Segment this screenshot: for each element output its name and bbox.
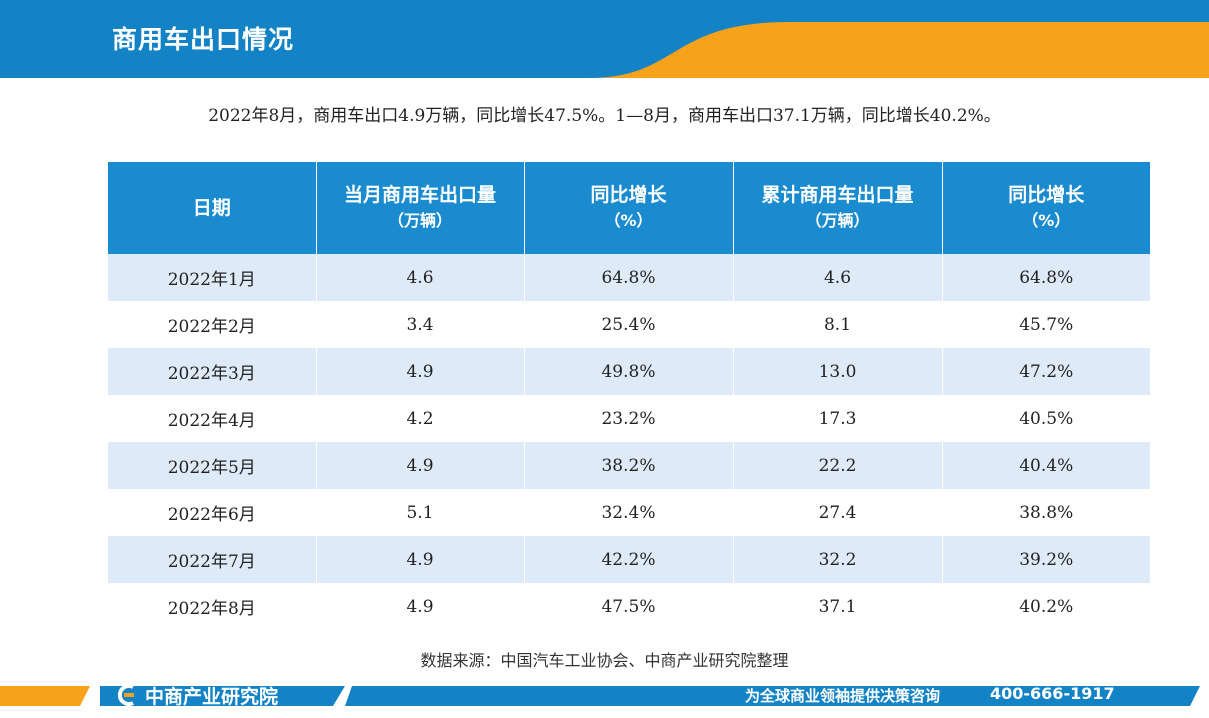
cell-monthly-growth: 38.2% bbox=[524, 442, 734, 489]
header-unit: （%） bbox=[604, 211, 653, 230]
cell-monthly-export: 4.9 bbox=[316, 348, 525, 395]
cell-monthly-growth: 64.8% bbox=[524, 254, 734, 301]
cell-monthly-export: 5.1 bbox=[316, 489, 525, 536]
cell-date: 2022年1月 bbox=[108, 254, 317, 301]
cell-cumulative-growth: 45.7% bbox=[942, 301, 1150, 348]
cell-monthly-growth: 42.2% bbox=[524, 536, 734, 583]
cell-monthly-export: 4.6 bbox=[316, 254, 525, 301]
table-row: 2022年6月 5.1 32.4% 27.4 38.8% bbox=[108, 489, 1150, 536]
cell-monthly-growth: 47.5% bbox=[524, 583, 734, 630]
header-label: 累计商用车出口量 bbox=[761, 184, 914, 206]
header-unit: （万辆） bbox=[387, 211, 452, 230]
header-monthly-growth: 同比增长 （%） bbox=[524, 162, 734, 254]
cell-monthly-export: 3.4 bbox=[316, 301, 525, 348]
cell-monthly-growth: 32.4% bbox=[524, 489, 734, 536]
cell-date: 2022年3月 bbox=[108, 348, 317, 395]
table-row: 2022年2月 3.4 25.4% 8.1 45.7% bbox=[108, 301, 1150, 348]
cell-cumulative-growth: 38.8% bbox=[942, 489, 1150, 536]
footer-slogan: 为全球商业领袖提供决策咨询 bbox=[745, 687, 941, 705]
header-label: 当月商用车出口量 bbox=[343, 184, 496, 206]
cell-monthly-export: 4.9 bbox=[316, 536, 525, 583]
cell-monthly-growth: 23.2% bbox=[524, 395, 734, 442]
cell-cumulative-export: 8.1 bbox=[733, 301, 943, 348]
cell-cumulative-export: 32.2 bbox=[733, 536, 943, 583]
cell-monthly-export: 4.9 bbox=[316, 583, 525, 630]
cell-cumulative-growth: 47.2% bbox=[942, 348, 1150, 395]
cell-date: 2022年5月 bbox=[108, 442, 317, 489]
cell-date: 2022年4月 bbox=[108, 395, 317, 442]
cell-date: 2022年8月 bbox=[108, 583, 317, 630]
summary-text: 2022年8月，商用车出口4.9万辆，同比增长47.5%。1—8月，商用车出口3… bbox=[208, 106, 1001, 126]
table-row: 2022年5月 4.9 38.2% 22.2 40.4% bbox=[108, 442, 1150, 489]
header-cumulative-growth: 同比增长 （%） bbox=[942, 162, 1150, 254]
cell-cumulative-export: 22.2 bbox=[733, 442, 943, 489]
cell-cumulative-export: 37.1 bbox=[733, 583, 943, 630]
table-row: 2022年7月 4.9 42.2% 32.2 39.2% bbox=[108, 536, 1150, 583]
data-source: 数据来源：中国汽车工业协会、中商产业研究院整理 bbox=[420, 651, 789, 670]
header-label: 同比增长 bbox=[1008, 184, 1085, 206]
cell-monthly-growth: 25.4% bbox=[524, 301, 734, 348]
table-row: 2022年8月 4.9 47.5% 37.1 40.2% bbox=[108, 583, 1150, 630]
footer-shapes bbox=[0, 686, 1209, 718]
cell-cumulative-growth: 64.8% bbox=[942, 254, 1150, 301]
cell-cumulative-growth: 40.5% bbox=[942, 395, 1150, 442]
cell-cumulative-growth: 40.4% bbox=[942, 442, 1150, 489]
header-cumulative-export: 累计商用车出口量 （万辆） bbox=[733, 162, 943, 254]
table-header-row: 日期 当月商用车出口量 （万辆） 同比增长 （%） 累计商用车出口量 （万辆） … bbox=[108, 162, 1150, 254]
header-label: 同比增长 bbox=[590, 184, 667, 206]
header-monthly-export: 当月商用车出口量 （万辆） bbox=[316, 162, 525, 254]
brand-logo: 中商产业研究院 bbox=[115, 684, 279, 708]
table-row: 2022年3月 4.9 49.8% 13.0 47.2% bbox=[108, 348, 1150, 395]
page-title: 商用车出口情况 bbox=[112, 25, 295, 54]
header-date: 日期 bbox=[108, 162, 317, 254]
cell-monthly-export: 4.9 bbox=[316, 442, 525, 489]
cell-monthly-export: 4.2 bbox=[316, 395, 525, 442]
table-row: 2022年4月 4.2 23.2% 17.3 40.5% bbox=[108, 395, 1150, 442]
footer-bar bbox=[0, 682, 1209, 718]
header-unit: （万辆） bbox=[805, 211, 870, 230]
cell-monthly-growth: 49.8% bbox=[524, 348, 734, 395]
footer-phone: 400-666-1917 bbox=[990, 684, 1115, 703]
brand-c-icon bbox=[117, 684, 134, 706]
cell-date: 2022年6月 bbox=[108, 489, 317, 536]
cell-cumulative-export: 17.3 bbox=[733, 395, 943, 442]
table-row: 2022年1月 4.6 64.8% 4.6 64.8% bbox=[108, 254, 1150, 301]
cell-cumulative-growth: 40.2% bbox=[942, 583, 1150, 630]
header-accent-wave bbox=[589, 22, 1209, 78]
header-label: 日期 bbox=[192, 197, 231, 219]
cell-date: 2022年7月 bbox=[108, 536, 317, 583]
cell-cumulative-export: 27.4 bbox=[733, 489, 943, 536]
cell-cumulative-growth: 39.2% bbox=[942, 536, 1150, 583]
export-table: 日期 当月商用车出口量 （万辆） 同比增长 （%） 累计商用车出口量 （万辆） … bbox=[108, 162, 1150, 630]
header-unit: （%） bbox=[1022, 211, 1071, 230]
brand-name: 中商产业研究院 bbox=[145, 685, 279, 708]
header-bar: 商用车出口情况 bbox=[0, 0, 1209, 78]
cell-cumulative-export: 13.0 bbox=[733, 348, 943, 395]
cell-cumulative-export: 4.6 bbox=[733, 254, 943, 301]
cell-date: 2022年2月 bbox=[108, 301, 317, 348]
